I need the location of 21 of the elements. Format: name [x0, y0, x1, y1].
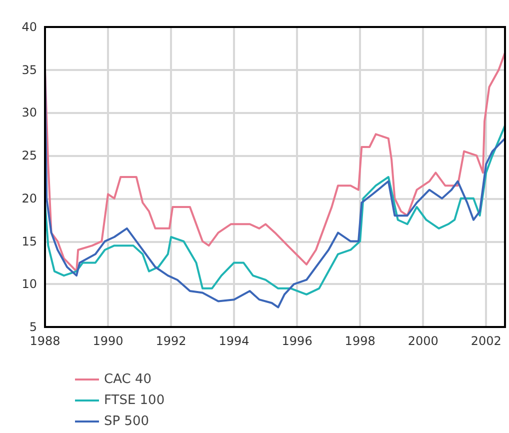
y-tick-label: 35 — [22, 62, 37, 77]
legend-label: CAC 40 — [104, 372, 152, 387]
x-tick-label: 2000 — [408, 334, 438, 348]
y-tick-label: 15 — [22, 234, 37, 248]
line-series — [44, 124, 506, 296]
legend-label: SP 500 — [104, 414, 150, 429]
line-series — [44, 52, 506, 272]
x-tick-label: 1996 — [282, 334, 312, 348]
y-tick-label: 10 — [22, 277, 37, 292]
y-tick-label: 25 — [22, 148, 37, 163]
y-tick-label: 30 — [22, 106, 37, 120]
x-tick-label: 2002 — [470, 334, 502, 348]
x-tick-label: 1994 — [218, 334, 250, 348]
y-tick-label: 5 — [29, 320, 37, 334]
x-tick-label: 1988 — [30, 334, 60, 348]
x-tick-label: 1990 — [92, 334, 124, 348]
x-tick-label: 1998 — [344, 334, 376, 348]
legend-label: FTSE 100 — [104, 393, 165, 408]
y-tick-label: 20 — [22, 191, 37, 206]
y-tick-label: 40 — [22, 20, 37, 34]
x-tick-label: 1992 — [156, 334, 186, 348]
